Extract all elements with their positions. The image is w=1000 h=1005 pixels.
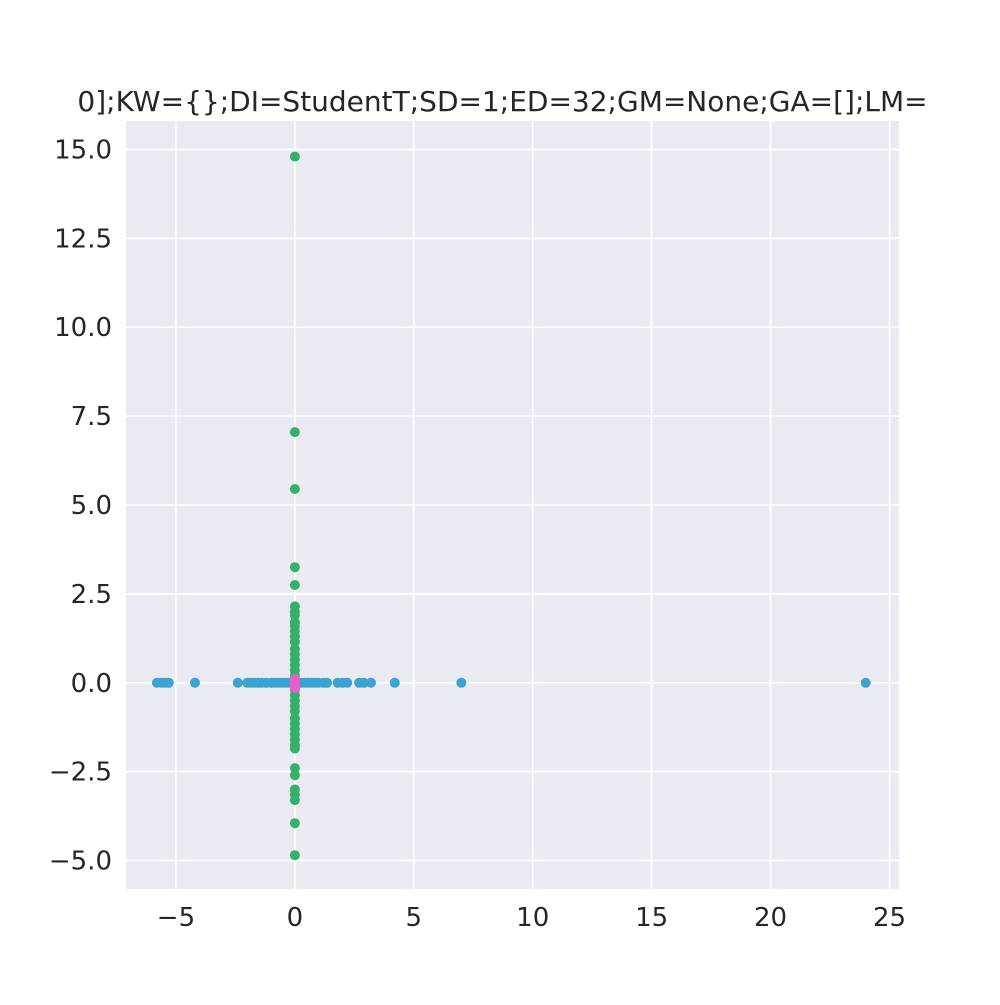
y-tick-label: 15.0 — [54, 135, 112, 165]
data-points — [151, 151, 871, 861]
y-axis-ticks: −5.0 −2.5 0.0 2.5 5.0 7.5 10.0 12.5 15.0 — [49, 135, 112, 876]
scatter-point-series-1 — [289, 818, 300, 829]
x-tick-label: −5 — [157, 903, 195, 933]
scatter-point-series-1 — [289, 484, 300, 494]
y-tick-label: 12.5 — [54, 224, 112, 254]
y-tick-label: 0.0 — [71, 669, 112, 699]
scatter-point-series-1 — [289, 743, 300, 754]
scatter-point-series-0 — [232, 677, 243, 688]
scatter-point-series-1 — [289, 850, 300, 861]
y-tick-label: 2.5 — [71, 580, 112, 610]
scatter-point-series-0 — [365, 677, 376, 688]
chart-title: 0];KW={};DI=StudentT;SD=1;ED=32;GM=None;… — [77, 85, 927, 118]
scatter-point-series-0 — [189, 677, 200, 688]
x-tick-label: 15 — [635, 903, 668, 933]
scatter-point-series-2 — [289, 683, 300, 694]
scatter-point-series-1 — [289, 770, 300, 781]
y-tick-label: 5.0 — [71, 491, 112, 521]
scatter-point-series-1 — [289, 706, 300, 717]
x-tick-label: 20 — [754, 903, 787, 933]
scatter-point-series-0 — [342, 677, 353, 688]
scatter-point-series-0 — [163, 677, 174, 688]
x-tick-label: 25 — [873, 903, 906, 933]
scatter-point-series-1 — [289, 795, 300, 806]
scatter-point-series-1 — [289, 763, 300, 774]
scatter-point-series-0 — [389, 677, 400, 688]
scatter-point-series-1 — [289, 562, 300, 573]
y-tick-label: 10.0 — [54, 313, 112, 343]
x-tick-label: 5 — [406, 903, 423, 933]
scatter-point-series-1 — [289, 610, 300, 621]
scatter-point-series-1 — [289, 151, 300, 162]
scatter-point-series-1 — [289, 580, 300, 590]
grid-lines — [126, 121, 899, 889]
y-tick-label: −2.5 — [49, 758, 112, 788]
y-tick-label: −5.0 — [49, 847, 112, 877]
x-axis-ticks: −5 0 5 10 15 20 25 — [157, 903, 906, 933]
x-tick-label: 0 — [287, 903, 304, 933]
y-tick-label: 7.5 — [71, 402, 112, 432]
scatter-point-series-1 — [289, 427, 300, 438]
scatter-point-series-0 — [358, 677, 369, 688]
x-tick-label: 10 — [516, 903, 549, 933]
scatter-point-series-0 — [321, 677, 332, 688]
scatter-point-series-0 — [860, 677, 871, 688]
scatter-point-series-0 — [456, 677, 467, 688]
scatter-point-series-1 — [289, 636, 300, 647]
